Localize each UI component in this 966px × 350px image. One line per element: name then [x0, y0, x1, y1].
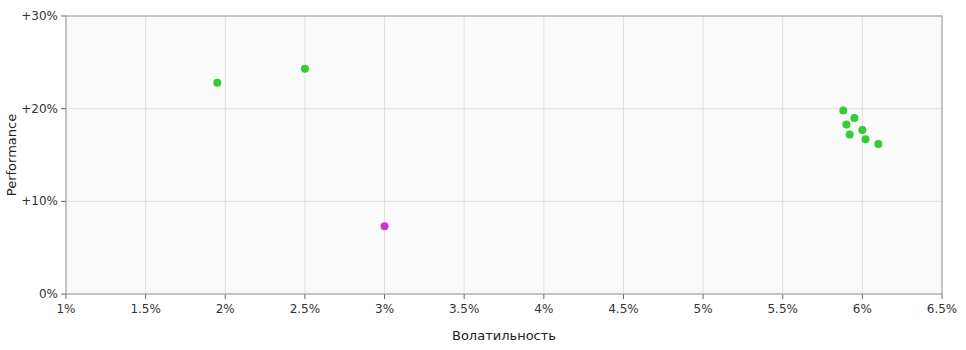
x-grid-line	[623, 16, 624, 294]
x-tick-label: 3%	[375, 302, 394, 316]
x-tick-label: 5%	[694, 302, 713, 316]
x-tick	[66, 294, 67, 299]
point	[301, 65, 309, 73]
point	[842, 120, 850, 128]
x-grid-line	[145, 16, 146, 294]
axes: 1% 1.5% 2% 2.5% 3% 3.5% 4% 4.5% 5% 5.5% 6% 6.5% 0% +1…	[21, 9, 957, 316]
x-tick-label: 4%	[534, 302, 553, 316]
x-tick-label: 2.5%	[290, 302, 321, 316]
point	[213, 79, 221, 87]
x-tick-label: 5.5%	[767, 302, 798, 316]
y-tick-label: +20%	[21, 102, 58, 116]
series	[381, 222, 389, 230]
x-axis-label: Волатильность	[452, 328, 556, 343]
x-tick	[543, 294, 544, 299]
point	[858, 126, 866, 134]
y-tick	[61, 108, 66, 109]
x-tick-label: 2%	[216, 302, 235, 316]
x-tick-label: 1.5%	[130, 302, 161, 316]
x-tick-label: 1%	[56, 302, 75, 316]
x-tick	[782, 294, 783, 299]
y-tick	[61, 201, 66, 202]
y-tick-label: 0%	[39, 287, 58, 301]
x-tick	[304, 294, 305, 299]
y-tick-label: +30%	[21, 9, 58, 23]
x-grid-line	[782, 16, 783, 294]
x-tick-label: 3.5%	[449, 302, 480, 316]
point	[862, 135, 870, 143]
x-tick	[703, 294, 704, 299]
x-grid-line	[703, 16, 704, 294]
marks	[213, 65, 882, 231]
y-tick	[61, 294, 66, 295]
y-tick-label: +10%	[21, 194, 58, 208]
y-tick	[61, 16, 66, 17]
x-tick	[145, 294, 146, 299]
point	[874, 140, 882, 148]
y-grid-line	[66, 108, 942, 109]
y-grid-line	[66, 201, 942, 202]
y-axis-label: Performance	[4, 114, 19, 196]
x-grid-line	[225, 16, 226, 294]
x-grid-line	[384, 16, 385, 294]
x-grid-line	[304, 16, 305, 294]
chart-svg: 1% 1.5% 2% 2.5% 3% 3.5% 4% 4.5% 5% 5.5% 6% 6.5% 0% +1…	[0, 0, 966, 350]
x-tick	[862, 294, 863, 299]
series	[213, 65, 882, 148]
chart-container: 1% 1.5% 2% 2.5% 3% 3.5% 4% 4.5% 5% 5.5% 6% 6.5% 0% +1…	[0, 0, 966, 350]
point	[846, 131, 854, 139]
x-tick-label: 4.5%	[608, 302, 639, 316]
x-tick	[225, 294, 226, 299]
plot-frame	[66, 16, 942, 294]
x-grid-line	[543, 16, 544, 294]
x-grid-line	[862, 16, 863, 294]
x-tick-label: 6.5%	[927, 302, 958, 316]
x-tick	[942, 294, 943, 299]
x-tick	[623, 294, 624, 299]
x-tick	[464, 294, 465, 299]
grid	[66, 16, 942, 294]
x-grid-line	[464, 16, 465, 294]
point	[381, 222, 389, 230]
point	[839, 107, 847, 115]
x-tick-label: 6%	[853, 302, 872, 316]
plot-background	[66, 16, 942, 294]
x-tick	[384, 294, 385, 299]
point	[850, 114, 858, 122]
